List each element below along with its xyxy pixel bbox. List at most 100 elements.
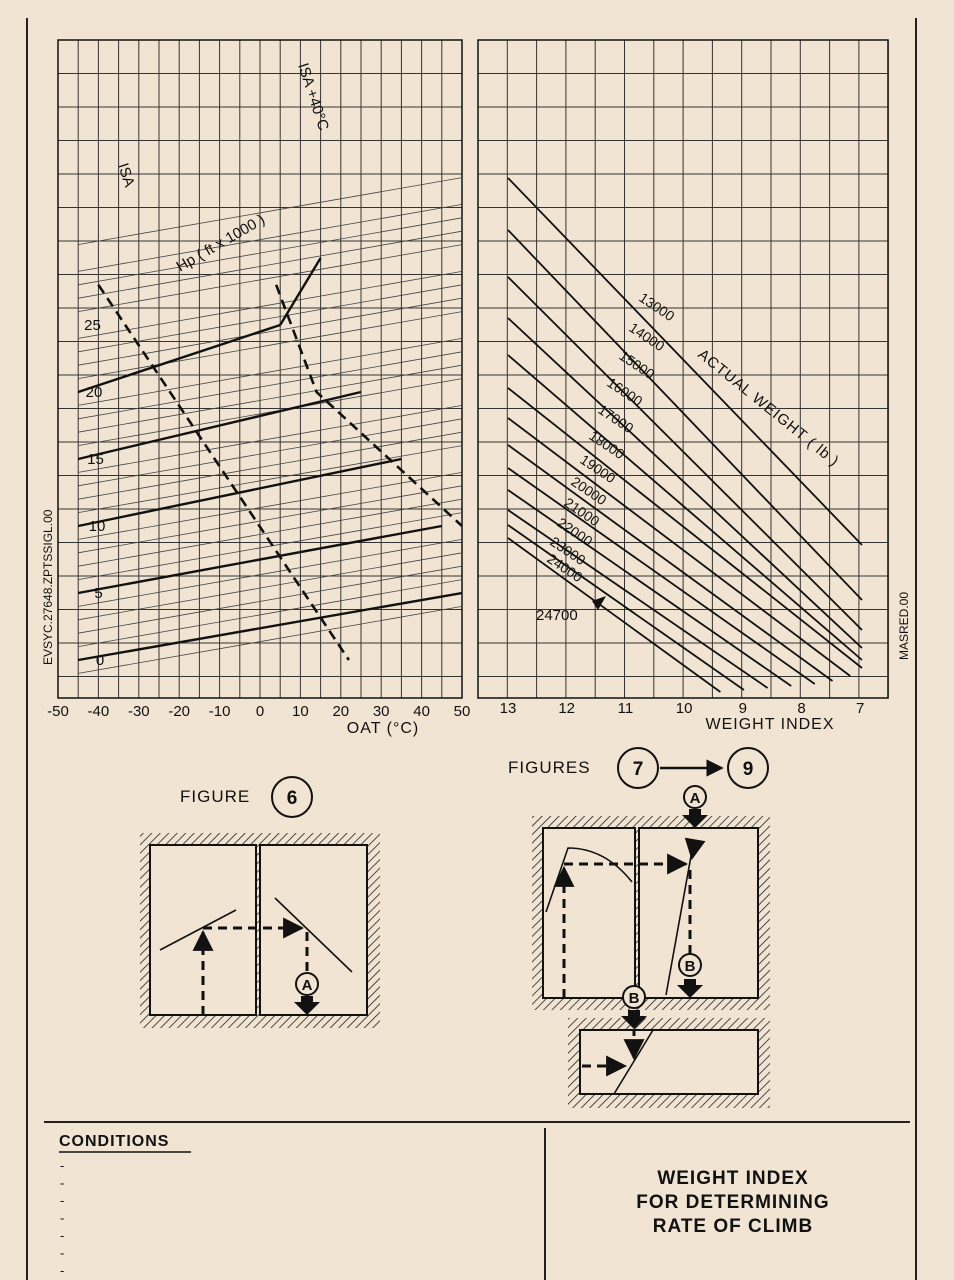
- pressure-altitude-line: [77, 591, 462, 662]
- thin-diagonal: [78, 177, 462, 245]
- pressure-altitude-line: [77, 323, 281, 394]
- condition-bullet: -: [60, 1246, 64, 1261]
- right-grid: [477, 39, 889, 699]
- thin-diagonal: [78, 445, 462, 513]
- oat-tick-label: -50: [47, 703, 69, 720]
- oat-axis-label: OAT (°C): [347, 720, 419, 737]
- actual-weight-line: [507, 229, 863, 601]
- actual-weight-lines: [507, 177, 863, 693]
- thin-diagonal: [78, 565, 462, 634]
- thin-diagonal: [78, 244, 462, 312]
- thin-diagonal: [78, 579, 462, 647]
- figures-marker-b-upper: B: [685, 958, 696, 975]
- weight-index-tick-label: 12: [558, 700, 575, 717]
- title-line-3: RATE OF CLIMB: [653, 1216, 813, 1237]
- oat-tick-label: -30: [128, 703, 150, 720]
- thin-diagonal: [78, 297, 462, 366]
- altitude-oat-panel: -50 -40 -30 -20 -10 0 10 20 30 40 50 0 5 10 15 20 25 ISA…: [47, 39, 470, 737]
- left-isa-curves: [97, 284, 462, 661]
- oat-tick-label: -20: [168, 703, 190, 720]
- actual-weight-label: 15000: [616, 347, 657, 382]
- oat-tick-label: 10: [292, 703, 309, 720]
- actual-weight-line: [507, 276, 863, 631]
- thin-diagonal: [78, 512, 462, 580]
- oat-tick-label: -40: [88, 703, 110, 720]
- actual-weight-line: [507, 489, 792, 687]
- condition-bullet: -: [60, 1158, 64, 1173]
- pressure-altitude-line: [77, 457, 402, 528]
- thin-diagonal: [78, 338, 462, 406]
- condition-bullet: -: [60, 1193, 64, 1208]
- actual-weight-label: 14000: [626, 319, 667, 354]
- actual-weight-line: [507, 509, 769, 689]
- hp-tick-label: 20: [86, 384, 103, 401]
- callout-arrow-icon: [592, 596, 606, 610]
- hp-axis-label: Hp ( ft x 1000 ): [174, 211, 268, 275]
- figures-marker-a: A: [690, 790, 701, 807]
- thin-diagonal: [78, 552, 462, 621]
- oat-tick-label: 30: [373, 703, 390, 720]
- figures-7-9-caption: FIGURES: [508, 758, 591, 777]
- isa-plus40-curve-label: ISA +40°C: [294, 61, 332, 133]
- figure-6-diagram: FIGURE 6 A: [140, 776, 380, 1028]
- actual-weight-label: 13000: [636, 289, 677, 324]
- left-pressure-altitude-lines: [77, 257, 462, 662]
- right-plot-frame: [477, 39, 889, 699]
- left-plot-frame: [57, 39, 463, 699]
- left-axis-ticks: -50 -40 -30 -20 -10 0 10 20 30 40 50 0 5 10 15 20 25: [47, 317, 470, 720]
- actual-weight-line: [507, 177, 863, 546]
- actual-weight-panel: 1300014000150001600017000180001900020000…: [477, 39, 889, 733]
- isa-curve-label: ISA: [114, 161, 138, 189]
- actual-weight-line: [507, 524, 745, 691]
- figure-7-number: 7: [633, 759, 644, 780]
- hp-tick-label: 5: [94, 585, 102, 602]
- hp-tick-label: 0: [96, 652, 104, 669]
- isa-curve: [97, 284, 350, 661]
- weight-index-axis-label: WEIGHT INDEX: [705, 716, 834, 733]
- thin-diagonal: [78, 498, 462, 567]
- pressure-altitude-line: [77, 390, 362, 461]
- figure-6-number: 6: [287, 788, 298, 809]
- thin-diagonal: [78, 539, 462, 607]
- weight-index-tick-label: 11: [618, 700, 634, 717]
- actual-weight-line: [507, 387, 863, 669]
- weight-index-tick-label: 8: [797, 700, 805, 717]
- figure-9-number: 9: [743, 759, 754, 780]
- title-line-1: WEIGHT INDEX: [657, 1168, 808, 1189]
- thin-diagonal: [78, 230, 462, 299]
- left-diagonal-lines: [78, 177, 462, 674]
- thin-diagonal: [78, 204, 462, 272]
- thin-diagonal: [78, 217, 462, 286]
- figures-marker-b-lower: B: [629, 990, 640, 1007]
- thin-diagonal: [78, 351, 462, 420]
- thin-diagonal: [78, 472, 462, 540]
- isa-plus40-curve: [274, 284, 462, 527]
- condition-bullet: -: [60, 1228, 64, 1243]
- thin-diagonal: [78, 418, 462, 487]
- weight-index-ticks: 13 12 11 10 9 8 7: [500, 700, 865, 717]
- condition-bullet: -: [60, 1176, 64, 1191]
- thin-diagonal: [78, 378, 462, 446]
- oat-tick-label: 50: [454, 703, 471, 720]
- actual-weight-line: [507, 537, 721, 693]
- figure-6-marker-a: A: [302, 977, 313, 994]
- right-side-code: MASRED.00: [897, 592, 911, 660]
- thin-diagonal: [78, 485, 462, 554]
- thin-diagonal: [78, 364, 462, 433]
- actual-weight-line: [507, 444, 834, 682]
- actual-weight-line: [507, 317, 863, 649]
- weight-index-tick-label: 7: [856, 700, 864, 717]
- thin-diagonal: [78, 431, 462, 500]
- weight-index-tick-label: 9: [739, 700, 747, 717]
- left-grid: [57, 39, 463, 699]
- figures-7-9-diagram: FIGURES 7 9 A B B: [508, 747, 770, 1108]
- footer: CONDITIONS -------- WEIGHT INDEX FOR DET…: [44, 1121, 910, 1280]
- left-side-code: EVSYC.27648.ZPTSSIGL.00: [41, 509, 55, 665]
- hp-tick-label: 10: [89, 518, 106, 535]
- callout-24700: 24700: [536, 607, 578, 624]
- down-arrow-icon: [294, 996, 320, 1015]
- condition-bullet: -: [60, 1263, 64, 1278]
- thin-diagonal: [78, 284, 462, 353]
- actual-weight-line: [507, 467, 816, 685]
